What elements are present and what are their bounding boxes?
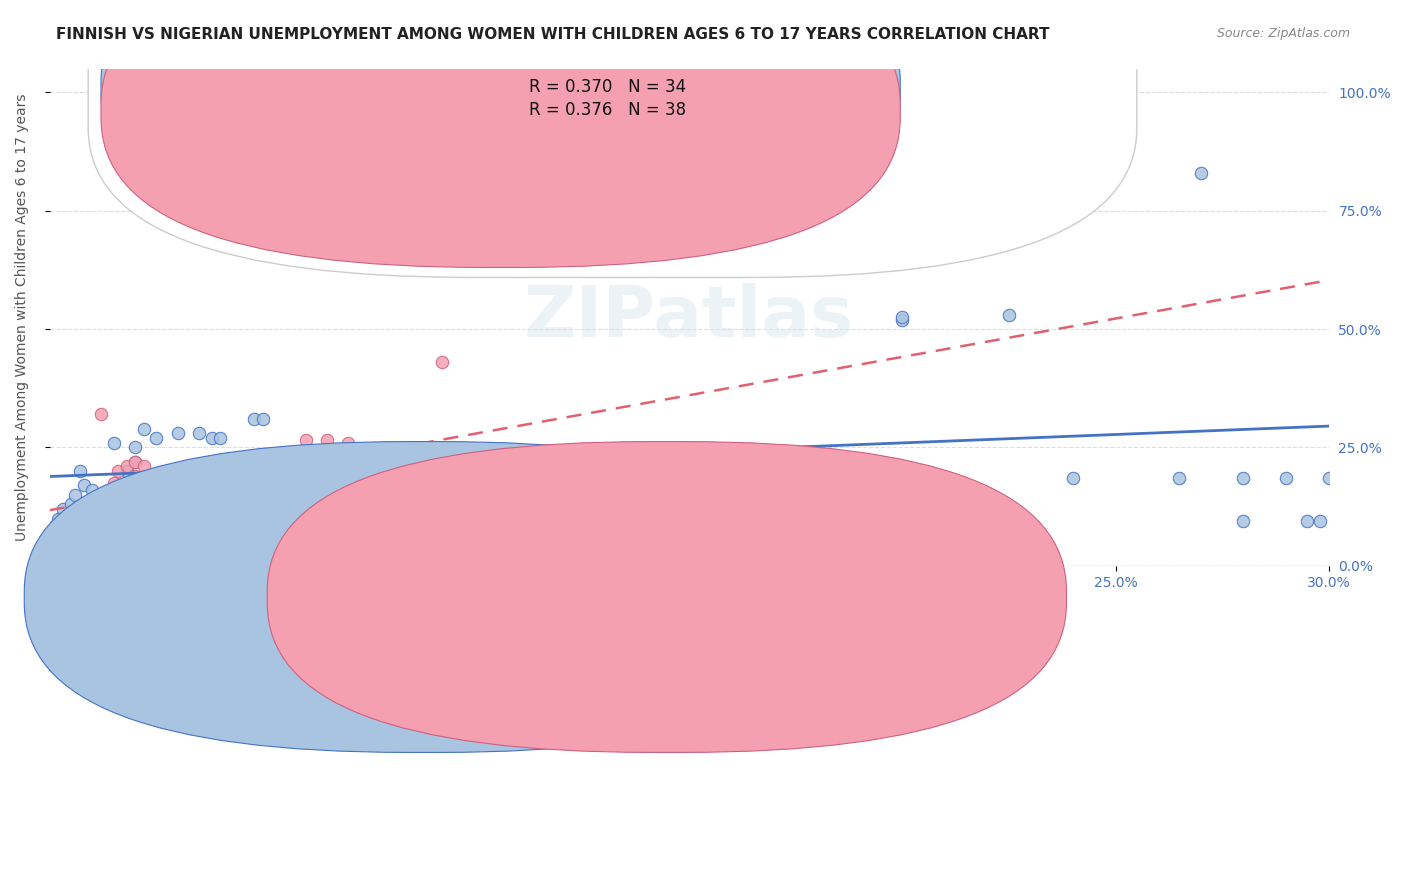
Text: R = 0.370   N = 34: R = 0.370 N = 34: [530, 78, 686, 96]
Point: [1168, 471, 1191, 485]
Point: [209, 467, 232, 481]
Point: [201, 431, 224, 445]
Point: [52, 521, 75, 535]
Point: [124, 441, 146, 455]
Point: [1296, 514, 1319, 528]
Point: [52, 502, 75, 516]
Point: [188, 464, 211, 478]
Point: [430, 355, 453, 369]
Point: [132, 421, 155, 435]
Point: [115, 464, 138, 478]
Point: [243, 497, 266, 511]
Point: [65, 488, 87, 502]
Point: [1232, 471, 1254, 485]
Point: [107, 464, 129, 478]
Point: [243, 412, 266, 426]
Point: [157, 485, 180, 500]
Point: [218, 483, 240, 497]
Point: [145, 475, 167, 490]
Point: [891, 310, 914, 325]
FancyBboxPatch shape: [24, 442, 824, 753]
Point: [73, 497, 96, 511]
Point: [103, 475, 125, 490]
Point: [145, 431, 167, 445]
Point: [65, 511, 87, 525]
Point: [231, 478, 253, 492]
Text: Source: ZipAtlas.com: Source: ZipAtlas.com: [1216, 27, 1350, 40]
Point: [103, 435, 125, 450]
Point: [60, 524, 83, 538]
Point: [124, 469, 146, 483]
Point: [380, 531, 402, 545]
Point: [1189, 166, 1212, 180]
Point: [132, 481, 155, 495]
FancyBboxPatch shape: [101, 0, 900, 268]
Point: [1062, 471, 1084, 485]
Point: [157, 478, 180, 492]
Point: [1275, 471, 1298, 485]
Point: [38, 521, 60, 535]
Point: [678, 478, 700, 492]
Text: FINNISH VS NIGERIAN UNEMPLOYMENT AMONG WOMEN WITH CHILDREN AGES 6 TO 17 YEARS CO: FINNISH VS NIGERIAN UNEMPLOYMENT AMONG W…: [56, 27, 1050, 42]
Point: [294, 434, 316, 448]
Point: [231, 478, 253, 492]
Point: [380, 485, 402, 500]
Point: [422, 497, 444, 511]
FancyBboxPatch shape: [267, 442, 1067, 753]
Point: [90, 407, 112, 421]
Point: [48, 528, 70, 542]
Point: [316, 434, 339, 448]
Point: [157, 474, 180, 488]
Point: [124, 455, 146, 469]
Point: [273, 485, 295, 500]
Point: [252, 511, 274, 525]
Point: [73, 478, 96, 492]
Point: [56, 514, 79, 528]
Point: [38, 535, 60, 549]
Y-axis label: Unemployment Among Women with Children Ages 6 to 17 years: Unemployment Among Women with Children A…: [15, 94, 30, 541]
Point: [337, 483, 360, 497]
Point: [252, 412, 274, 426]
Point: [891, 312, 914, 326]
Point: [998, 308, 1021, 322]
Point: [69, 464, 91, 478]
Point: [56, 516, 79, 531]
Point: [42, 533, 65, 547]
Point: [209, 431, 232, 445]
Point: [48, 511, 70, 525]
Point: [209, 478, 232, 492]
FancyBboxPatch shape: [101, 0, 900, 245]
Point: [1317, 471, 1340, 485]
Point: [82, 502, 104, 516]
Point: [337, 435, 360, 450]
Point: [465, 516, 488, 531]
Point: [166, 467, 188, 481]
Point: [166, 464, 188, 478]
FancyBboxPatch shape: [89, 0, 1137, 277]
Point: [294, 521, 316, 535]
Text: R = 0.376   N = 38: R = 0.376 N = 38: [530, 101, 686, 119]
Point: [401, 524, 423, 538]
Point: [188, 475, 211, 490]
Text: Nigerians: Nigerians: [714, 596, 787, 611]
Point: [508, 251, 530, 265]
Point: [145, 483, 167, 497]
Point: [188, 426, 211, 441]
Point: [166, 426, 188, 441]
Point: [124, 455, 146, 469]
Point: [60, 497, 83, 511]
Point: [115, 459, 138, 474]
Point: [42, 531, 65, 545]
Text: Finns: Finns: [478, 596, 517, 611]
Point: [82, 483, 104, 497]
Point: [69, 507, 91, 521]
Text: ZIPatlas: ZIPatlas: [524, 283, 855, 351]
Point: [1232, 514, 1254, 528]
Point: [132, 459, 155, 474]
Point: [359, 528, 381, 542]
Point: [1309, 514, 1331, 528]
